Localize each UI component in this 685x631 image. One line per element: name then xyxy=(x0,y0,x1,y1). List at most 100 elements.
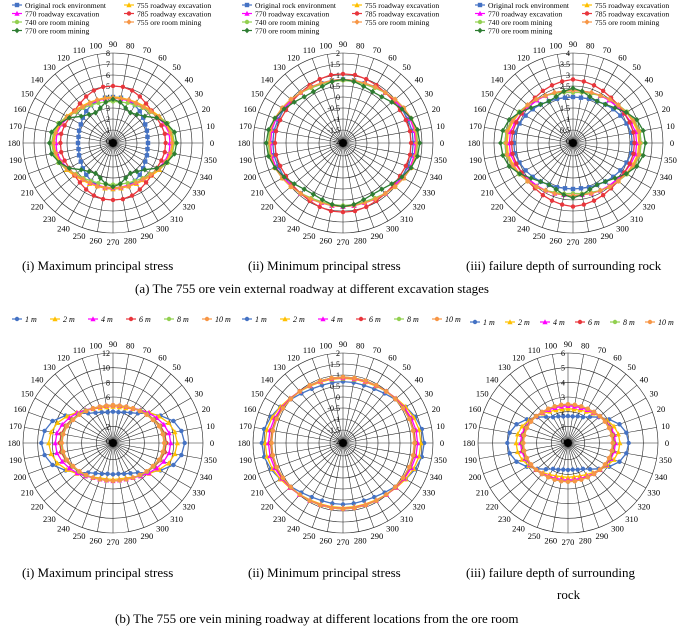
data-point xyxy=(50,462,55,468)
grid-spoke xyxy=(327,354,344,444)
angle-tick-label: 180 xyxy=(8,438,21,448)
angle-tick-label: 140 xyxy=(491,74,504,84)
data-point xyxy=(631,162,637,168)
grid-spoke xyxy=(342,442,402,513)
data-point xyxy=(617,422,622,427)
data-point xyxy=(506,116,512,123)
data-point xyxy=(142,113,148,120)
data-point xyxy=(524,425,530,431)
legend-marker xyxy=(14,27,20,34)
radial-tick-label: -2 xyxy=(333,437,340,446)
grid-spoke xyxy=(112,142,202,159)
data-point xyxy=(272,140,278,146)
data-point xyxy=(310,88,316,95)
data-point xyxy=(318,199,324,206)
data-point xyxy=(116,471,121,477)
angle-tick-label: 30 xyxy=(424,389,433,399)
angle-tick-label: 340 xyxy=(200,472,213,482)
data-point xyxy=(80,166,86,171)
data-point xyxy=(120,196,126,202)
angle-tick-label: 250 xyxy=(303,531,316,541)
data-point xyxy=(78,166,84,173)
angle-tick-label: 110 xyxy=(303,345,315,355)
grid-spoke xyxy=(572,73,632,144)
data-point xyxy=(90,406,96,411)
data-point xyxy=(61,449,66,454)
data-point xyxy=(117,478,122,483)
data-point xyxy=(410,453,416,458)
data-point xyxy=(329,375,334,381)
data-point xyxy=(62,123,67,128)
legend-label: 740 ore room mining xyxy=(255,18,320,27)
data-point xyxy=(127,109,134,116)
data-point xyxy=(64,166,71,173)
angle-tick-label: 120 xyxy=(512,352,525,362)
legend-marker xyxy=(507,319,513,325)
angle-tick-label: 310 xyxy=(170,514,183,524)
data-point xyxy=(389,181,395,187)
angle-tick-label: 90 xyxy=(569,39,578,49)
grid-spoke xyxy=(572,142,632,213)
data-point xyxy=(87,100,93,106)
data-point xyxy=(64,466,70,472)
data-point xyxy=(66,465,72,471)
data-point xyxy=(351,201,357,208)
data-point xyxy=(406,416,412,422)
angle-tick-label: 100 xyxy=(549,41,562,51)
data-point xyxy=(562,95,568,100)
data-point xyxy=(352,208,358,214)
data-point xyxy=(94,183,100,190)
data-point xyxy=(328,208,334,214)
data-point xyxy=(624,160,629,165)
data-point xyxy=(552,89,558,96)
grid-spoke xyxy=(572,84,643,144)
angle-tick-label: 100 xyxy=(89,41,102,51)
grid-spoke xyxy=(273,142,344,202)
center-hub xyxy=(569,139,577,147)
legend-marker xyxy=(320,316,326,322)
grid-spoke xyxy=(503,84,574,144)
data-point xyxy=(288,396,293,402)
grid-spoke xyxy=(112,354,129,444)
legend-item: 1 m xyxy=(12,315,37,324)
data-point xyxy=(546,406,551,411)
data-point xyxy=(129,88,135,93)
angle-tick-label: 140 xyxy=(261,374,274,384)
data-point xyxy=(612,175,618,182)
legend-label: 785 roadway excavation xyxy=(595,9,669,18)
angle-tick-label: 160 xyxy=(14,104,27,114)
data-point xyxy=(328,72,334,78)
angle-tick-label: 210 xyxy=(251,188,264,198)
legend-label: 755 roadway excavation xyxy=(365,1,439,10)
radial-tick-label: -1.5 xyxy=(327,126,340,135)
angle-tick-label: 120 xyxy=(287,352,300,362)
angle-tick-label: 210 xyxy=(21,488,34,498)
data-point xyxy=(42,428,47,434)
grid-spoke xyxy=(112,373,172,444)
data-point xyxy=(99,471,104,477)
angle-tick-label: 20 xyxy=(202,104,211,114)
grid-spoke xyxy=(273,442,344,502)
angle-tick-label: 60 xyxy=(388,352,397,362)
angle-tick-label: 290 xyxy=(600,231,613,241)
grid-spoke xyxy=(342,111,428,144)
legend-label: 755 roadway excavation xyxy=(595,1,669,10)
radial-tick-label: 1 xyxy=(106,126,110,135)
data-point xyxy=(522,448,527,453)
data-point xyxy=(163,120,170,127)
legend-item: Original rock environment xyxy=(242,1,337,10)
data-point xyxy=(291,99,297,105)
angle-tick-label: 130 xyxy=(498,362,511,372)
data-point xyxy=(50,418,55,424)
data-point xyxy=(412,440,417,446)
radial-tick-label: 1.5 xyxy=(560,104,570,113)
grid-spoke xyxy=(536,442,569,528)
legend-marker xyxy=(90,316,96,322)
data-point xyxy=(615,102,621,108)
data-point xyxy=(172,451,178,457)
radial-tick-label: 8 xyxy=(106,49,110,58)
data-point xyxy=(148,171,154,178)
legend-item: 8 m xyxy=(164,315,189,324)
angle-tick-label: 70 xyxy=(373,45,382,55)
radial-tick-label: 3 xyxy=(106,104,110,113)
